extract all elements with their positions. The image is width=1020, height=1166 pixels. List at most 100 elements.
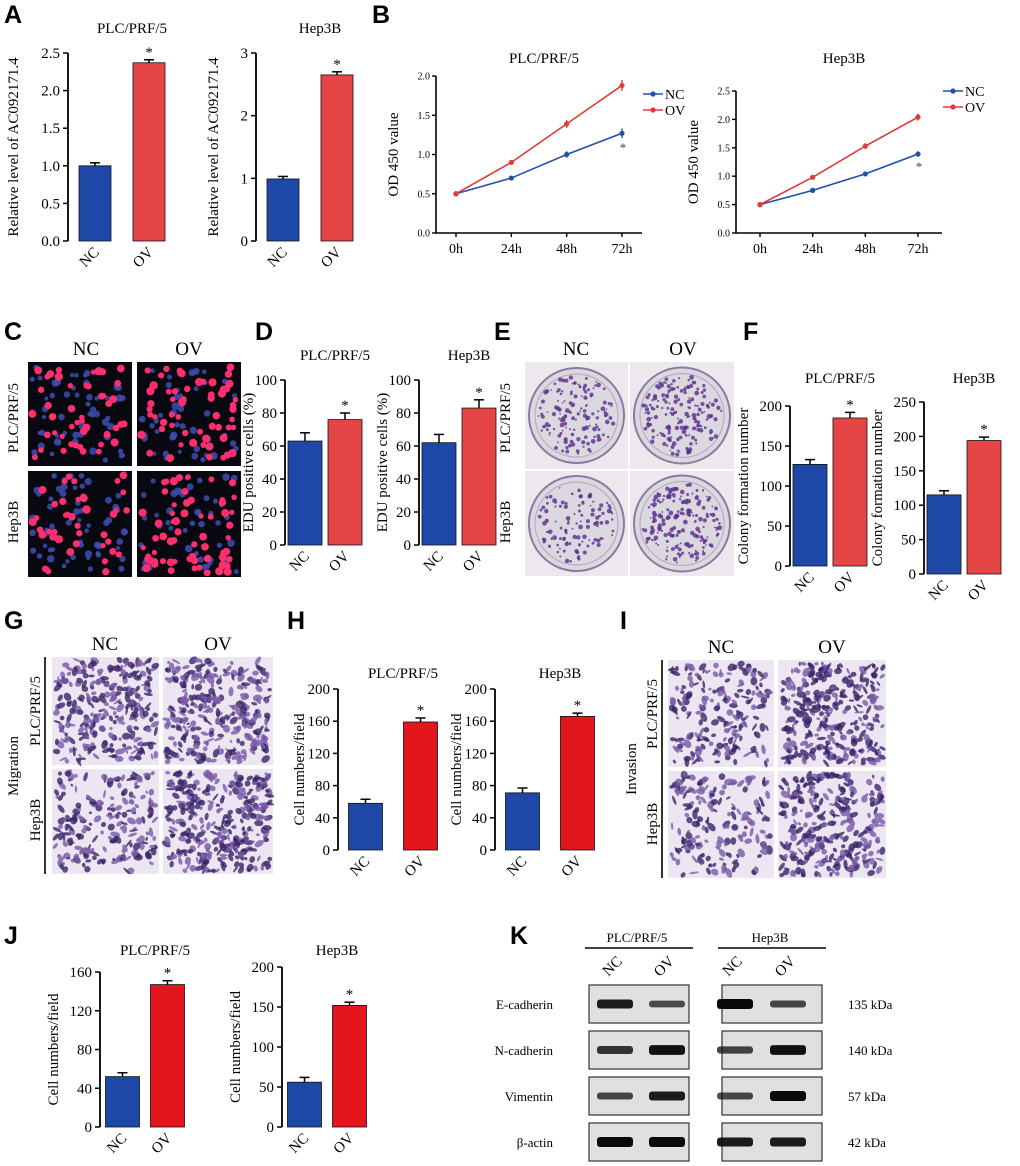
y-tick-label: 80 <box>396 406 411 422</box>
column-label: OV <box>669 339 697 360</box>
stained-cell <box>211 868 217 874</box>
colony <box>683 391 687 395</box>
nucleus-dapi <box>29 376 35 382</box>
stained-cell <box>691 732 694 738</box>
y-tick-label: 160 <box>465 714 488 730</box>
colony <box>569 392 573 396</box>
column-label: OV <box>818 637 846 658</box>
stained-cell <box>251 738 258 746</box>
nucleus-dapi <box>198 520 205 528</box>
stained-cell <box>672 745 679 754</box>
stained-cell <box>132 849 139 857</box>
stained-cell <box>109 743 114 748</box>
stained-cell <box>723 823 728 830</box>
stained-cell <box>171 818 176 825</box>
y-tick-label: 200 <box>760 399 783 415</box>
stained-cell <box>86 696 91 706</box>
colony <box>679 542 682 545</box>
colony <box>564 502 568 505</box>
colony <box>653 535 659 541</box>
stained-cell <box>60 671 66 679</box>
stained-cell <box>859 729 867 739</box>
colony-plate-hep3b-ov <box>630 471 734 576</box>
colony <box>692 514 695 517</box>
stained-cell <box>77 709 84 715</box>
stained-cell <box>783 867 790 870</box>
stained-cell <box>862 714 869 721</box>
stained-cell <box>807 662 815 670</box>
nucleus-dapi <box>83 370 91 377</box>
colony <box>579 520 582 523</box>
stained-cell <box>121 824 128 834</box>
stained-cell <box>62 662 70 668</box>
x-tick-label: 48h <box>556 242 577 257</box>
bar-ov <box>332 1005 367 1128</box>
colony <box>695 494 699 498</box>
stained-cell <box>687 675 693 682</box>
stained-cell <box>221 816 225 826</box>
stained-cell <box>830 771 838 778</box>
nucleus-edu <box>215 567 224 576</box>
colony <box>702 394 706 399</box>
nucleus-dapi <box>150 478 156 484</box>
stained-cell <box>190 726 196 732</box>
stained-cell <box>243 732 253 741</box>
y-tick-label: 150 <box>252 1000 275 1016</box>
nucleus-edu <box>180 396 187 403</box>
stained-cell <box>101 740 108 749</box>
nucleus-dapi <box>215 520 221 526</box>
stained-cell <box>262 825 272 831</box>
stained-cell <box>168 826 178 832</box>
stained-cell <box>204 837 208 843</box>
stained-cell <box>178 788 182 792</box>
stained-cell <box>58 831 65 841</box>
stained-cell <box>179 696 187 703</box>
stained-cell <box>682 771 688 777</box>
stained-cell <box>682 791 687 799</box>
stained-cell <box>686 817 693 824</box>
y-tick-label: 0 <box>267 1120 275 1136</box>
stained-cell <box>181 716 189 722</box>
colony <box>661 500 664 503</box>
colony <box>677 547 682 552</box>
x-tick-label: 0h <box>753 242 767 257</box>
y-axis-label: OD 450 value <box>386 112 402 196</box>
nucleus-edu <box>229 416 235 423</box>
stained-cell <box>801 776 805 783</box>
stained-cell <box>860 761 866 766</box>
stained-cell <box>800 872 806 878</box>
colony <box>652 407 656 411</box>
stained-cell <box>716 750 722 758</box>
stained-cell <box>116 716 121 721</box>
stained-cell <box>145 666 152 676</box>
stained-cell <box>827 788 834 794</box>
stained-cell <box>174 716 182 723</box>
stained-cell <box>701 825 706 831</box>
stained-cell <box>78 727 85 733</box>
stained-cell <box>782 868 790 876</box>
stained-cell <box>79 722 85 728</box>
stained-cell <box>862 860 866 864</box>
stained-cell <box>229 716 238 725</box>
protein-band <box>597 999 633 1009</box>
colony <box>596 382 601 388</box>
nucleus-edu <box>36 526 44 534</box>
colony <box>686 386 690 389</box>
stained-cell <box>738 679 744 686</box>
bar-nc <box>287 440 323 546</box>
nucleus-edu <box>147 411 154 418</box>
y-tick-label: 0 <box>270 538 278 554</box>
colony <box>545 428 549 432</box>
stained-cell <box>816 717 821 721</box>
colony <box>657 523 662 528</box>
colony <box>597 428 601 432</box>
nucleus-edu <box>68 423 75 430</box>
colony <box>556 550 560 554</box>
stained-cell <box>867 812 871 819</box>
stained-cell <box>674 685 679 691</box>
stained-cell <box>265 671 270 680</box>
colony <box>655 542 658 545</box>
y-tick-label: 3 <box>241 46 249 62</box>
nucleus-dapi <box>48 496 54 502</box>
nucleus-edu <box>34 366 43 375</box>
